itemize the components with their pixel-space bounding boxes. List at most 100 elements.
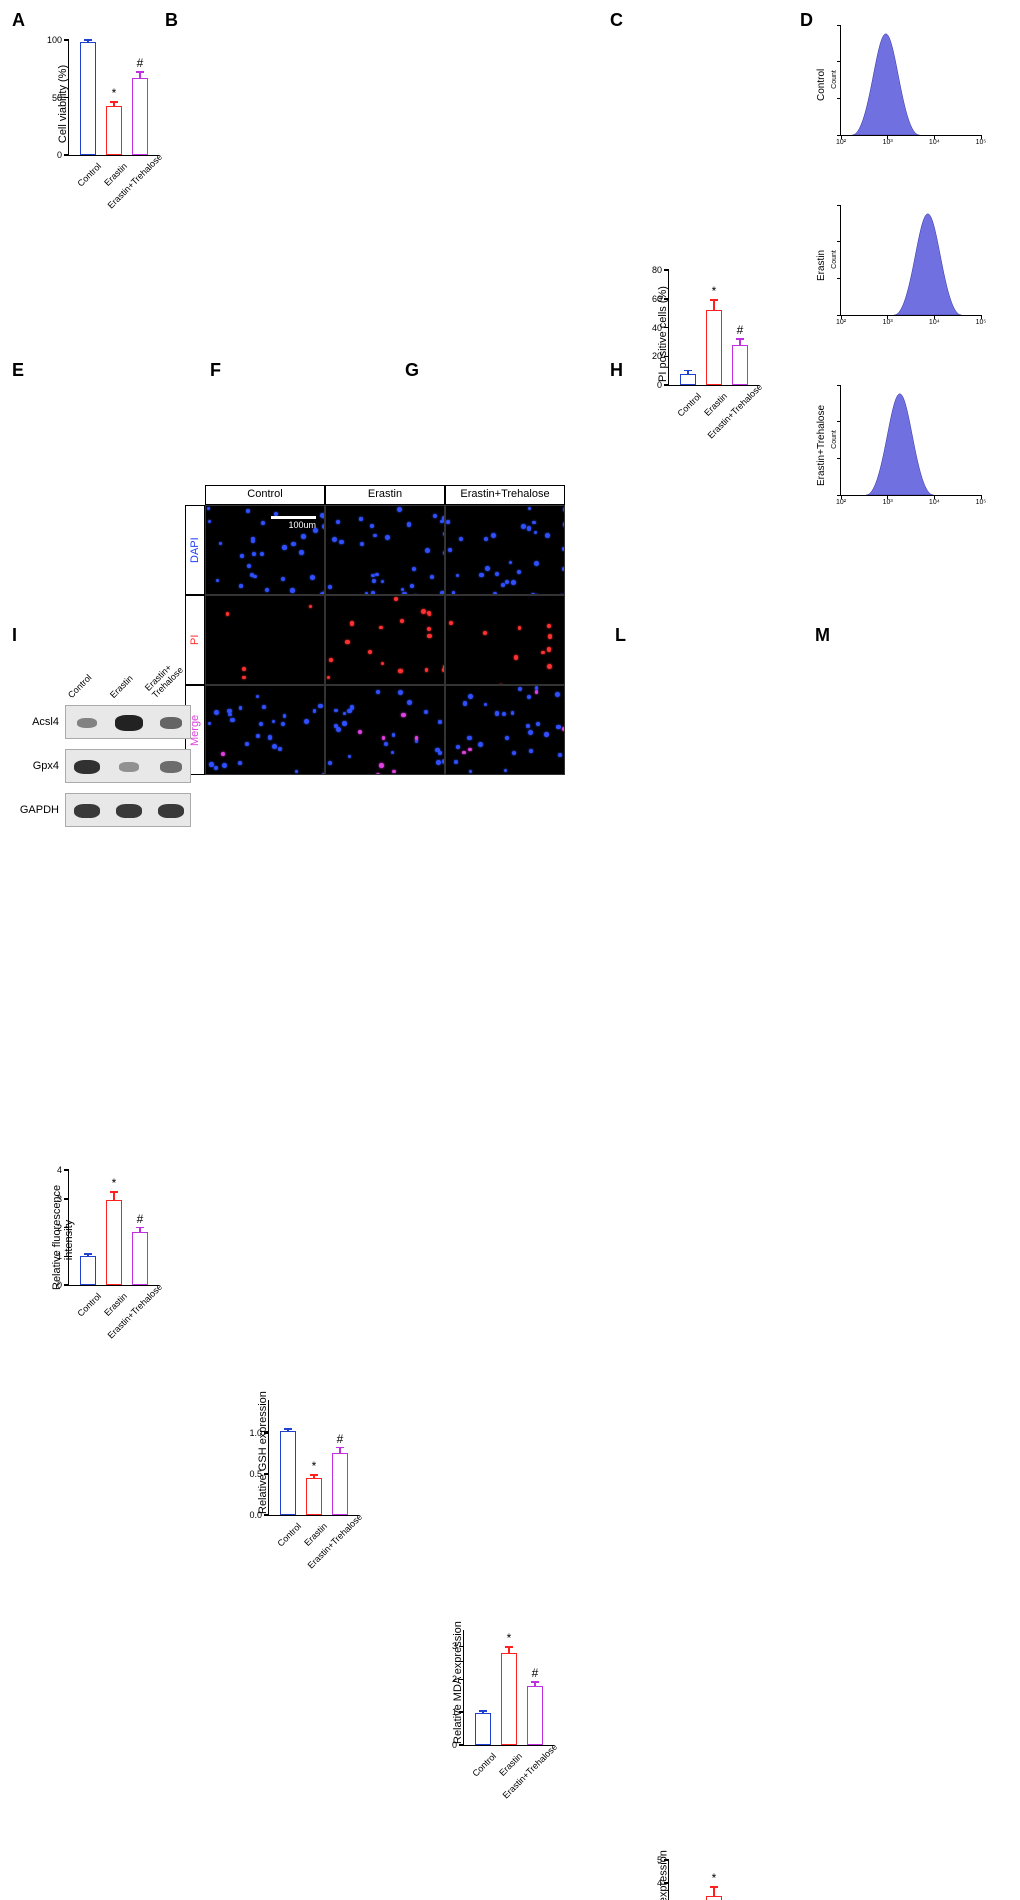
flow-histogram: Count10²10³10⁴10⁵ [840, 25, 981, 136]
flow-row-label: Control [816, 40, 827, 130]
bar [332, 1453, 348, 1515]
xtick-label: 10³ [883, 319, 893, 326]
panel-label-M: M [815, 625, 830, 646]
microscopy-image: 100um [205, 505, 325, 595]
blot-band [158, 804, 184, 818]
bar [680, 374, 696, 386]
significance-marker: * [112, 1176, 117, 1190]
tick-label: 1.0 [249, 1428, 269, 1438]
panel-label-L: L [615, 625, 626, 646]
scale-bar-label: 100um [288, 520, 316, 530]
tick-label: 0 [452, 1740, 464, 1750]
microscopy-image [445, 505, 565, 595]
blot-band [77, 718, 97, 728]
tick-label: 80 [652, 265, 669, 275]
significance-marker: # [137, 56, 144, 70]
flow-histogram: Count10²10³10⁴10⁵ [840, 205, 981, 316]
bar [106, 1200, 122, 1285]
chart-pi-positive: PI positive cells (%)020406080Control*Er… [630, 260, 780, 490]
flow-row-label: Erastin [816, 220, 827, 310]
count-axis-label: Count [831, 70, 838, 89]
significance-marker: # [337, 1432, 344, 1446]
tick-label: 60 [652, 294, 669, 304]
blot-band [116, 804, 142, 818]
tick-label: 0 [657, 380, 669, 390]
xtick-label: 10³ [883, 139, 893, 146]
microscopy-image [325, 595, 445, 685]
tick-label: 1 [57, 1251, 69, 1261]
bar [527, 1686, 543, 1745]
blot-membrane [65, 793, 191, 827]
panel-label-D: D [800, 10, 813, 31]
significance-marker: * [712, 284, 717, 298]
bar [306, 1478, 322, 1515]
flow-row-label: Erastin+Trehalose [816, 400, 827, 490]
significance-marker: # [532, 1666, 539, 1680]
tick-label: 3 [452, 1641, 464, 1651]
blot-membrane [65, 749, 191, 783]
bar [80, 1256, 96, 1285]
xtick-label: 10² [836, 139, 846, 146]
blot-band [160, 717, 182, 729]
count-axis-label: Count [831, 430, 838, 449]
bar [132, 1232, 148, 1285]
microscopy-col-header: Control [205, 485, 325, 505]
xtick-label: 10⁴ [929, 139, 940, 146]
panel-label-I: I [12, 625, 17, 646]
tick-label: 20 [652, 351, 669, 361]
chart-gsh: Relative GSH expression0.00.51.0Control*… [230, 1390, 390, 1620]
blot-band [119, 762, 138, 772]
tick-label: 0 [57, 150, 69, 160]
bar [80, 42, 96, 155]
microscopy-image [325, 505, 445, 595]
xtick-label: 10³ [883, 499, 893, 506]
tick-label: 0 [57, 1280, 69, 1290]
tick-label: 2 [57, 1223, 69, 1233]
tick-label: 0.5 [249, 1469, 269, 1479]
bar [706, 1896, 722, 1900]
xtick-label: 10⁴ [929, 319, 940, 326]
microscopy-image [325, 685, 445, 775]
chart-fluorescence: Relative fluorescenceintensity01234Contr… [30, 1160, 190, 1390]
xtick-label: 10⁵ [976, 139, 987, 146]
tick-label: 0.0 [249, 1510, 269, 1520]
bar [106, 106, 122, 155]
microscopy-image [445, 685, 565, 775]
significance-marker: * [712, 1871, 717, 1885]
significance-marker: * [507, 1631, 512, 1645]
significance-marker: * [112, 86, 117, 100]
significance-marker: * [312, 1459, 317, 1473]
bar [706, 310, 722, 385]
blot-band [115, 715, 142, 730]
chart-mda: Relative MDA expression0123Control*Erast… [425, 1620, 585, 1850]
microscopy-grid: ControlErastinErastin+TrehaloseDAPIPIMer… [185, 485, 605, 805]
panel-label-C: C [610, 10, 623, 31]
blot-band [160, 761, 182, 772]
panel-label-F: F [210, 360, 221, 381]
microscopy-image [445, 595, 565, 685]
tick-label: 3 [57, 1194, 69, 1204]
microscopy-row-header: DAPI [185, 505, 205, 595]
microscopy-col-header: Erastin [325, 485, 445, 505]
xtick-label: 10⁵ [976, 499, 987, 506]
tick-label: 50 [52, 93, 69, 103]
panel-label-G: G [405, 360, 419, 381]
xtick-label: 10⁵ [976, 319, 987, 326]
tick-label: 5 [657, 1855, 669, 1865]
bar [732, 345, 748, 385]
blot-band [74, 760, 100, 775]
panel-label-H: H [610, 360, 623, 381]
flow-histogram: Count10²10³10⁴10⁵ [840, 385, 981, 496]
flow-cytometry-panel: ControlCount10²10³10⁴10⁵ErastinCount10²1… [820, 25, 1010, 605]
significance-marker: # [137, 1212, 144, 1226]
blot-row-label: GAPDH [20, 804, 65, 816]
scale-bar [271, 516, 316, 519]
figure: A B C D E F G H I J K L M Cell viability… [10, 10, 1010, 940]
tick-label: 2 [452, 1674, 464, 1684]
panel-label-E: E [12, 360, 24, 381]
blot-row-label: Gpx4 [33, 760, 65, 772]
xtick-label: 10⁴ [929, 499, 940, 506]
significance-marker: # [737, 323, 744, 337]
chart-cell-viability: Cell viability (%)050100Control*Erastin#… [30, 30, 160, 260]
blot-band [74, 804, 100, 818]
